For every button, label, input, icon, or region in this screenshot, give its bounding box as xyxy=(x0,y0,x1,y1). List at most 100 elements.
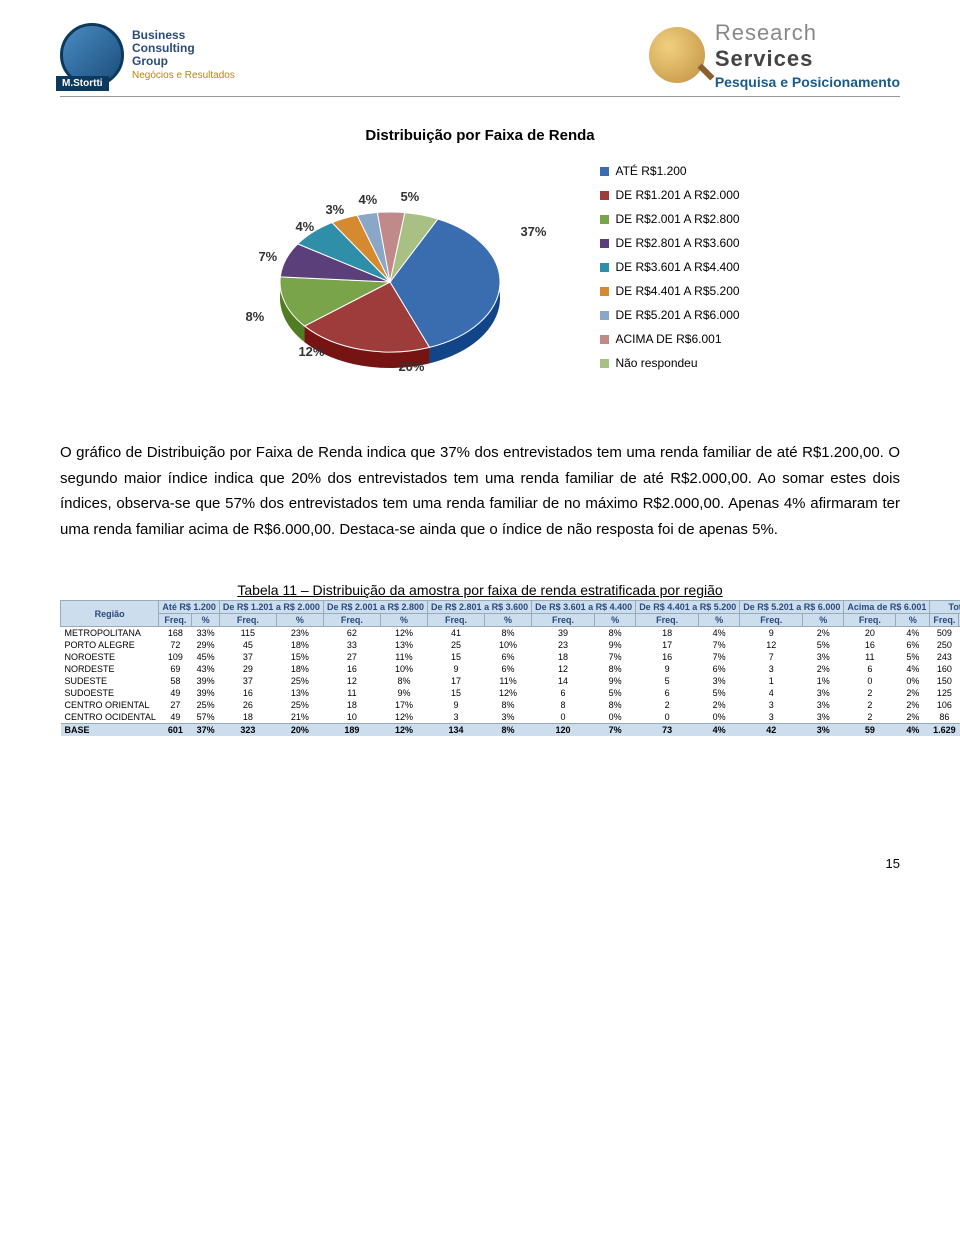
pct-label: 20% xyxy=(398,359,424,374)
td-cell: 7 xyxy=(740,651,803,663)
pie-svg xyxy=(220,164,560,404)
td-cell: 18% xyxy=(276,663,323,675)
td-cell: 168 xyxy=(159,627,192,640)
td-cell: 6% xyxy=(484,651,531,663)
td-cell: 15 xyxy=(428,651,485,663)
td-cell: 8% xyxy=(594,627,635,640)
legend-item: DE R$2.001 A R$2.800 xyxy=(600,212,739,226)
logo-right: Research Services Pesquisa e Posicioname… xyxy=(649,20,900,90)
td-cell: 2% xyxy=(896,711,930,724)
td-cell: 150 xyxy=(930,675,959,687)
td-cell: 17% xyxy=(380,699,427,711)
td-region: CENTRO OCIDENTAL xyxy=(61,711,159,724)
td-cell: 2% xyxy=(896,699,930,711)
th-pct: % xyxy=(594,614,635,627)
brand-l1: Business xyxy=(132,29,235,42)
td-cell: 10 xyxy=(323,711,380,724)
td-cell: 29 xyxy=(219,663,276,675)
brand-sub: Negócios e Resultados xyxy=(132,70,235,81)
td-cell: 18 xyxy=(636,627,699,640)
th-group: Até R$ 1.200 xyxy=(159,601,220,614)
td-cell: 4% xyxy=(896,663,930,675)
td-cell: 2% xyxy=(803,627,844,640)
body-paragraph: O gráfico de Distribuição por Faixa de R… xyxy=(60,440,900,542)
td-cell: 86 xyxy=(930,711,959,724)
legend-swatch xyxy=(600,167,609,176)
td-cell: 8% xyxy=(594,663,635,675)
legend-item: DE R$5.201 A R$6.000 xyxy=(600,308,739,322)
td-region: SUDESTE xyxy=(61,675,159,687)
td-cell: 3 xyxy=(740,663,803,675)
td-cell: 12% xyxy=(380,627,427,640)
td-cell: 27 xyxy=(323,651,380,663)
page-number: 15 xyxy=(60,856,900,871)
td-cell: 6 xyxy=(844,663,896,675)
td-region: PORTO ALEGRE xyxy=(61,639,159,651)
td-cell: 8% xyxy=(484,627,531,640)
td-cell: 39 xyxy=(532,627,595,640)
td-cell: 3 xyxy=(428,711,485,724)
td-cell: 189 xyxy=(323,724,380,737)
td-cell: 4% xyxy=(699,627,740,640)
legend-label: DE R$1.201 A R$2.000 xyxy=(615,188,739,202)
table-row: PORTO ALEGRE7229%4518%3313%2510%239%177%… xyxy=(61,639,960,651)
table-row: SUDOESTE4939%1613%119%1512%65%65%43%22%1… xyxy=(61,687,960,699)
legend-swatch xyxy=(600,335,609,344)
td-cell: 20 xyxy=(844,627,896,640)
td-cell: 16 xyxy=(636,651,699,663)
th-freq: Freq. xyxy=(532,614,595,627)
data-table: RegiãoAté R$ 1.200De R$ 1.201 a R$ 2.000… xyxy=(60,600,960,736)
td-cell: 3% xyxy=(699,675,740,687)
td-cell: 17 xyxy=(428,675,485,687)
td-cell: 9% xyxy=(594,639,635,651)
td-cell: 9 xyxy=(428,699,485,711)
legend-swatch xyxy=(600,215,609,224)
legend-item: ATÉ R$1.200 xyxy=(600,164,739,178)
td-cell: 1 xyxy=(740,675,803,687)
th-pct: % xyxy=(192,614,219,627)
td-cell: 33% xyxy=(192,627,219,640)
table-title: Tabela 11 – Distribuição da amostra por … xyxy=(60,582,900,598)
pct-label: 8% xyxy=(245,309,264,324)
td-cell: 4 xyxy=(740,687,803,699)
td-region: SUDOESTE xyxy=(61,687,159,699)
td-cell: 0 xyxy=(532,711,595,724)
th-freq: Freq. xyxy=(219,614,276,627)
td-cell: 8% xyxy=(484,724,531,737)
td-cell: 21% xyxy=(276,711,323,724)
left-brand-text: Business Consulting Group Negócios e Res… xyxy=(132,29,235,82)
td-cell: 3% xyxy=(803,711,844,724)
td-cell: 15 xyxy=(428,687,485,699)
td-region: NORDESTE xyxy=(61,663,159,675)
th-group: De R$ 2.001 a R$ 2.800 xyxy=(323,601,427,614)
td-cell: 20% xyxy=(276,724,323,737)
td-cell: 41 xyxy=(428,627,485,640)
magnifier-icon xyxy=(649,27,705,83)
td-cell: 250 xyxy=(930,639,959,651)
td-cell: 3 xyxy=(740,699,803,711)
td-cell: 69 xyxy=(159,663,192,675)
th-group: De R$ 1.201 a R$ 2.000 xyxy=(219,601,323,614)
td-cell: 2 xyxy=(636,699,699,711)
table-row: METROPOLITANA16833%11523%6212%418%398%18… xyxy=(61,627,960,640)
legend-swatch xyxy=(600,263,609,272)
td-cell: 73 xyxy=(636,724,699,737)
table-row: NOROESTE10945%3715%2711%156%187%167%73%1… xyxy=(61,651,960,663)
td-cell: 2 xyxy=(844,699,896,711)
th-pct: % xyxy=(803,614,844,627)
table-row-base: BASE60137%32320%18912%1348%1207%734%423%… xyxy=(61,724,960,737)
td-cell: 8% xyxy=(594,699,635,711)
right-l3: Pesquisa e Posicionamento xyxy=(715,74,900,90)
table-row: CENTRO ORIENTAL2725%2625%1817%98%88%22%3… xyxy=(61,699,960,711)
td-cell: 10% xyxy=(380,663,427,675)
td-cell: 601 xyxy=(159,724,192,737)
td-cell: 1% xyxy=(803,675,844,687)
td-cell: 5% xyxy=(896,651,930,663)
th-pct: % xyxy=(380,614,427,627)
th-group: De R$ 2.801 a R$ 3.600 xyxy=(428,601,532,614)
td-cell: 72 xyxy=(159,639,192,651)
td-cell: 6% xyxy=(699,663,740,675)
td-cell: 115 xyxy=(219,627,276,640)
th-group: De R$ 4.401 a R$ 5.200 xyxy=(636,601,740,614)
th-freq: Freq. xyxy=(323,614,380,627)
